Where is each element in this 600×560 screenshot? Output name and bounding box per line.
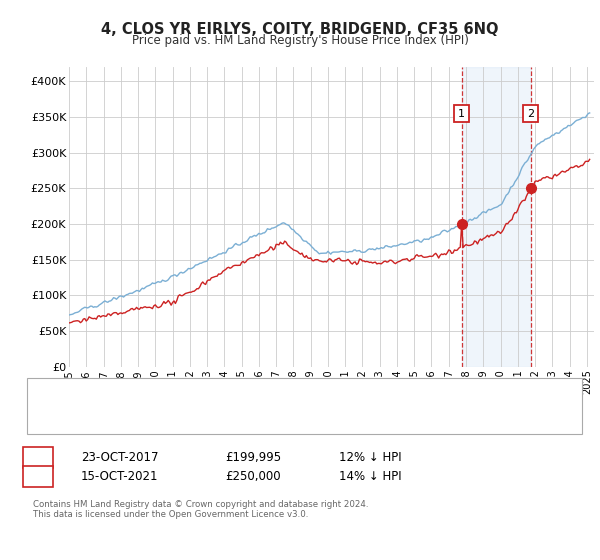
Text: 1: 1: [458, 109, 465, 119]
Text: Price paid vs. HM Land Registry's House Price Index (HPI): Price paid vs. HM Land Registry's House …: [131, 34, 469, 46]
Text: 12% ↓ HPI: 12% ↓ HPI: [339, 451, 401, 464]
Text: HPI: Average price, detached house, Bridgend: HPI: Average price, detached house, Brid…: [75, 412, 315, 422]
Text: 1: 1: [35, 451, 42, 464]
Text: 23-OCT-2017: 23-OCT-2017: [81, 451, 158, 464]
Text: 14% ↓ HPI: 14% ↓ HPI: [339, 470, 401, 483]
Text: 2: 2: [35, 470, 42, 483]
Text: £250,000: £250,000: [225, 470, 281, 483]
Text: 15-OCT-2021: 15-OCT-2021: [81, 470, 158, 483]
Bar: [461, 67, 531, 367]
Text: £199,995: £199,995: [225, 451, 281, 464]
Text: Contains HM Land Registry data © Crown copyright and database right 2024.
This d: Contains HM Land Registry data © Crown c…: [33, 500, 368, 519]
Text: 4, CLOS YR EIRLYS, COITY, BRIDGEND, CF35 6NQ (detached house): 4, CLOS YR EIRLYS, COITY, BRIDGEND, CF35…: [75, 390, 424, 400]
Text: 4, CLOS YR EIRLYS, COITY, BRIDGEND, CF35 6NQ: 4, CLOS YR EIRLYS, COITY, BRIDGEND, CF35…: [101, 22, 499, 38]
Text: 2: 2: [527, 109, 534, 119]
